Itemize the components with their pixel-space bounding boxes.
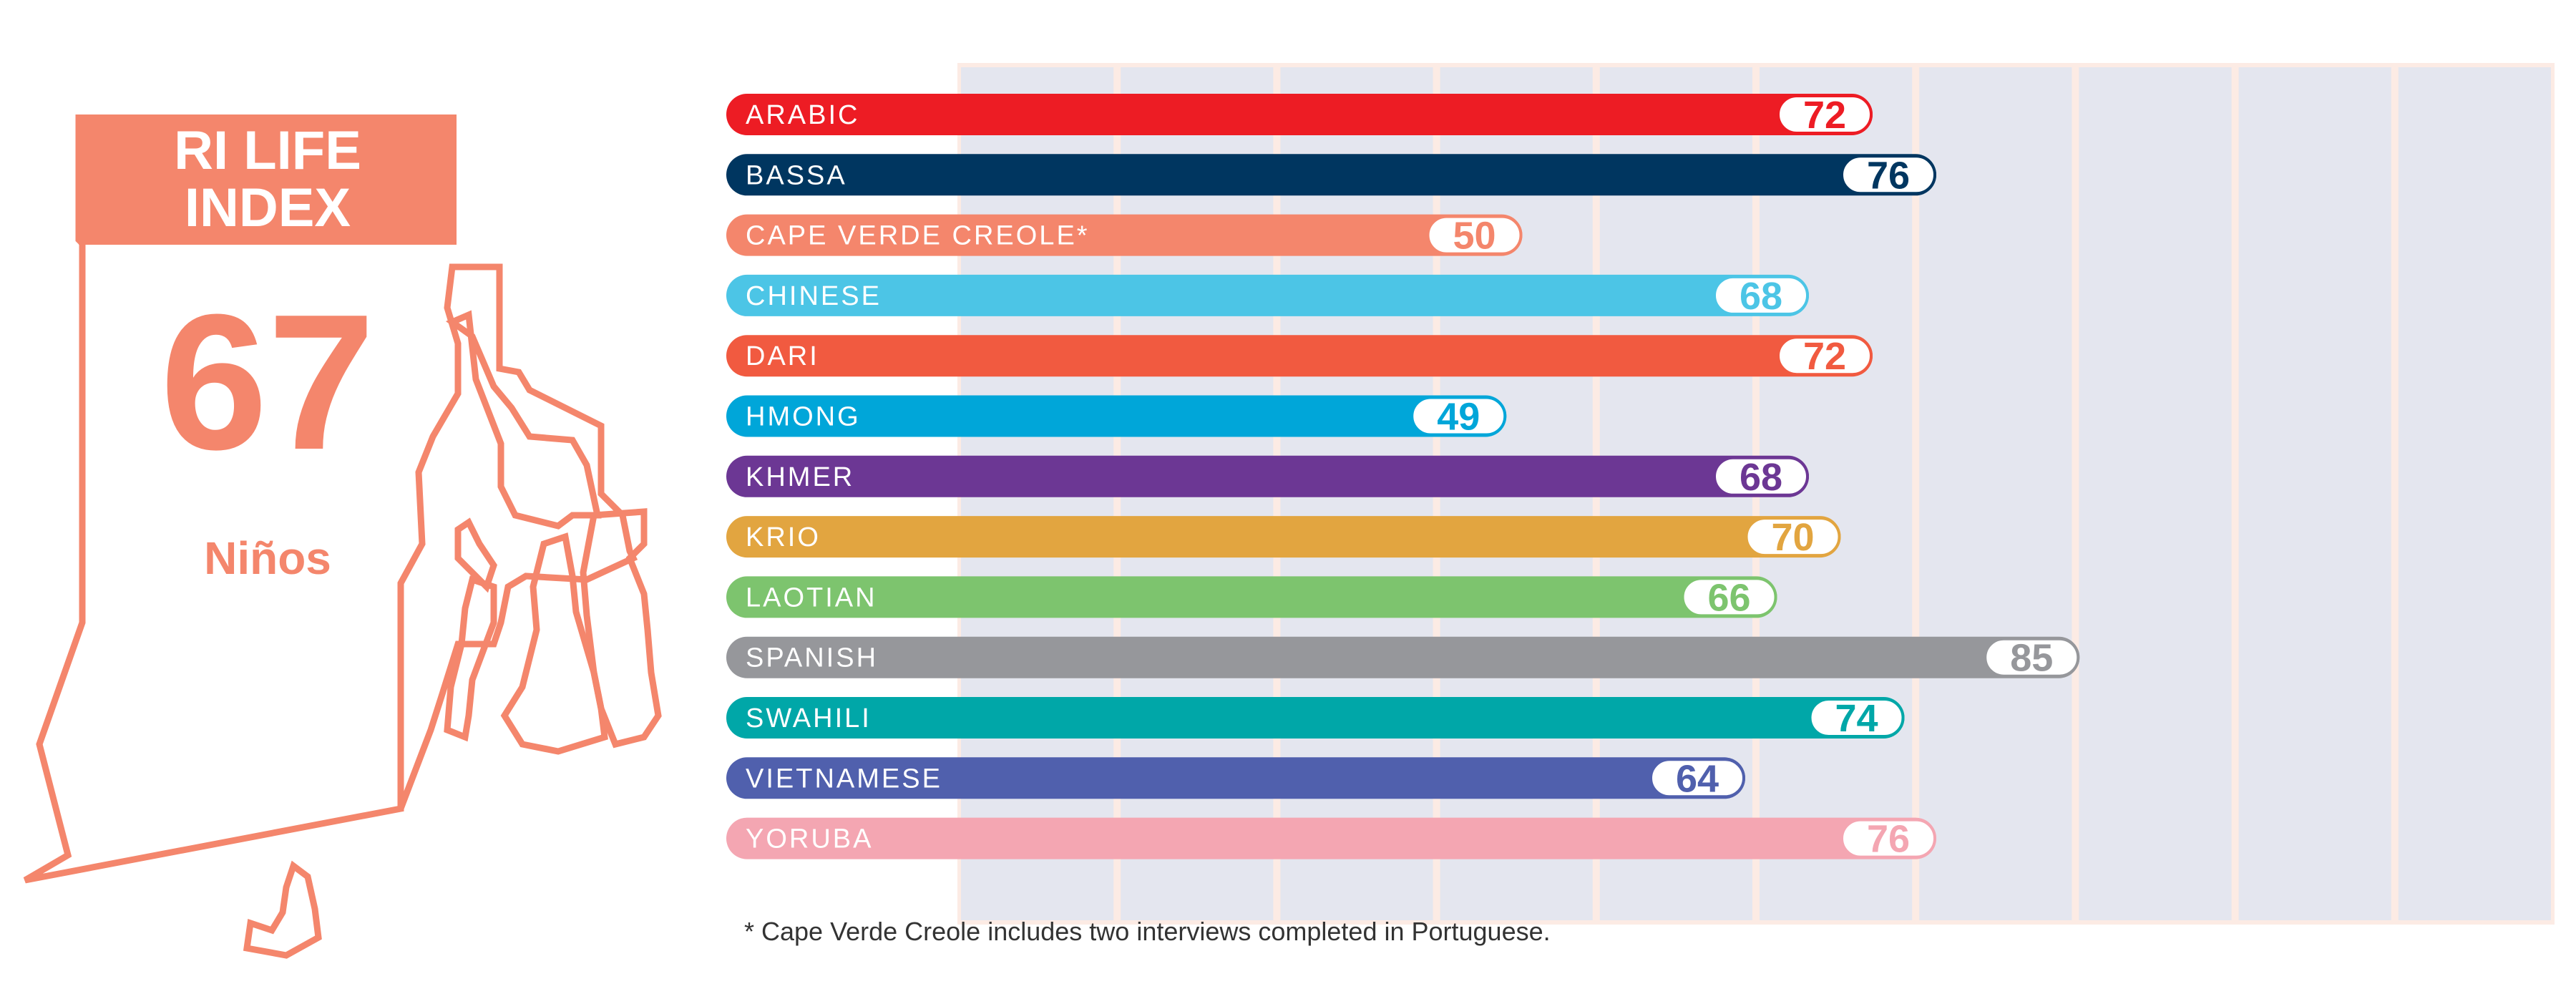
bars-layer: ARABIC 72 BASSA 76 CAPE VERDE CREOLE* 50 CHINE…	[726, 94, 2080, 861]
bar-row: KHMER 68	[726, 455, 1809, 499]
value-pill	[1808, 698, 1905, 738]
rhode-island-map	[23, 114, 662, 959]
value-pill	[1777, 94, 1873, 135]
value-label: 64	[1676, 757, 1719, 800]
value-pill	[1649, 758, 1745, 799]
bar	[726, 154, 1936, 196]
value-label: 50	[1453, 215, 1496, 258]
prudence-island-outline	[454, 517, 497, 593]
bar	[726, 395, 1507, 437]
bar	[726, 757, 1745, 799]
value-label: 68	[1740, 275, 1782, 318]
category-label: DARI	[746, 341, 819, 371]
bar	[726, 335, 1873, 377]
category-label: CAPE VERDE CREOLE*	[746, 221, 1090, 251]
grid-column	[2079, 67, 2232, 920]
category-label: YORUBA	[746, 824, 873, 854]
grid-column	[2238, 67, 2391, 920]
bar-row: CHINESE 68	[726, 274, 1809, 318]
value-pill	[1426, 215, 1523, 255]
bar	[726, 817, 1936, 859]
map-panel: RI LIFE INDEX 67 Niños	[0, 0, 716, 1004]
value-pill	[1713, 456, 1809, 497]
value-pill	[1713, 275, 1809, 316]
value-pill	[1840, 155, 1936, 195]
bar	[726, 516, 1841, 558]
block-island-outline	[243, 860, 322, 959]
index-title-line1: RI LIFE	[174, 120, 361, 181]
bar	[726, 214, 1523, 256]
bar-row: VIETNAMESE 64	[726, 757, 1745, 800]
bar-row: HMONG 49	[726, 395, 1507, 439]
category-label: KHMER	[746, 462, 854, 492]
index-title-line2: INDEX	[184, 177, 351, 238]
value-pill	[1984, 637, 2080, 678]
bar	[726, 636, 2080, 678]
grid-column	[1919, 67, 2072, 920]
value-pill	[1840, 818, 1936, 859]
conanicut-island-outline	[444, 575, 497, 742]
value-pill	[1410, 396, 1507, 437]
value-label: 72	[1803, 335, 1846, 378]
index-value: 67	[160, 275, 376, 490]
value-label: 49	[1437, 396, 1480, 439]
aquidneck-island-outline	[500, 532, 608, 755]
bar-row: DARI 72	[726, 335, 1873, 378]
category-label: CHINESE	[746, 281, 882, 311]
bar-row: SPANISH 85	[726, 636, 2080, 680]
value-label: 72	[1803, 94, 1846, 137]
bar	[726, 94, 1873, 135]
bar-row: SWAHILI 74	[726, 697, 1905, 740]
bar	[726, 455, 1809, 497]
category-label: SWAHILI	[746, 703, 872, 733]
category-label: HMONG	[746, 402, 861, 432]
value-pill	[1745, 517, 1841, 557]
category-label: VIETNAMESE	[746, 764, 942, 794]
category-label: ARABIC	[746, 100, 859, 130]
bar	[726, 697, 1905, 739]
value-label: 66	[1707, 576, 1750, 619]
value-label: 74	[1835, 697, 1878, 740]
category-label: LAOTIAN	[746, 583, 877, 613]
bar-row: BASSA 76	[726, 154, 1936, 197]
bar-row: KRIO 70	[726, 516, 1841, 559]
value-label: 68	[1740, 456, 1782, 499]
sakonnet-outline	[580, 508, 662, 749]
category-label: KRIO	[746, 522, 821, 552]
value-pill	[1681, 577, 1777, 618]
bar-row: CAPE VERDE CREOLE* 50	[726, 214, 1523, 258]
bar	[726, 274, 1809, 316]
bar-row: YORUBA 76	[726, 817, 1936, 861]
mainland-outline	[23, 114, 638, 884]
value-label: 70	[1771, 516, 1814, 559]
bar-row: LAOTIAN 66	[726, 576, 1777, 619]
value-label: 85	[2010, 637, 2053, 680]
value-label: 76	[1867, 818, 1910, 861]
category-label: BASSA	[746, 160, 847, 190]
bar-row: ARABIC 72	[726, 94, 1873, 137]
category-label: SPANISH	[746, 643, 878, 673]
value-label: 76	[1867, 154, 1910, 197]
group-label: Niños	[204, 532, 331, 584]
value-pill	[1777, 336, 1873, 376]
grid-column	[2398, 67, 2551, 920]
bar	[726, 576, 1777, 618]
east-bay-outline	[445, 310, 602, 530]
footnote: * Cape Verde Creole includes two intervi…	[744, 917, 1551, 946]
index-title-box: RI LIFE INDEX	[79, 114, 457, 245]
